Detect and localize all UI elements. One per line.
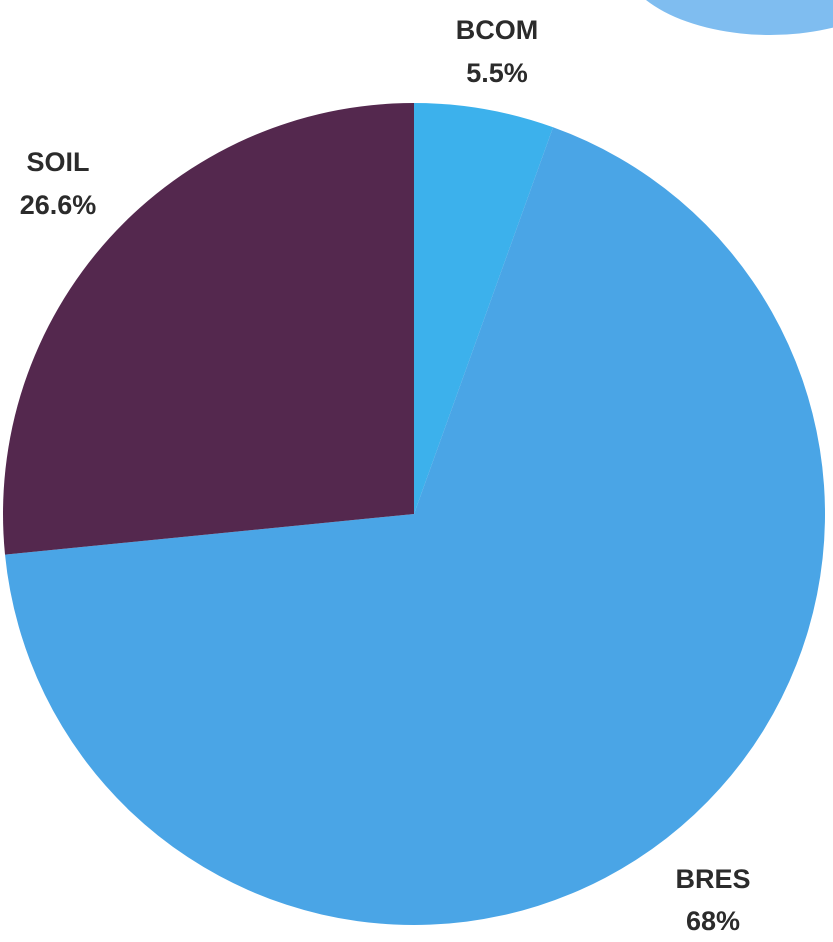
pie-slice-bcom xyxy=(414,103,554,514)
slice-label-bcom: BCOM xyxy=(456,15,539,45)
pie-slice-soil xyxy=(3,103,414,555)
pie-slice-bres xyxy=(5,127,826,926)
slice-value-bres: 68% xyxy=(686,906,740,936)
slice-label-bres: BRES xyxy=(675,864,750,894)
pie-slices xyxy=(3,103,826,926)
corner-decoration-shape xyxy=(646,0,833,35)
slice-label-soil: SOIL xyxy=(26,147,89,177)
slice-value-bcom: 5.5% xyxy=(466,58,528,88)
slice-value-soil: 26.6% xyxy=(20,190,97,220)
